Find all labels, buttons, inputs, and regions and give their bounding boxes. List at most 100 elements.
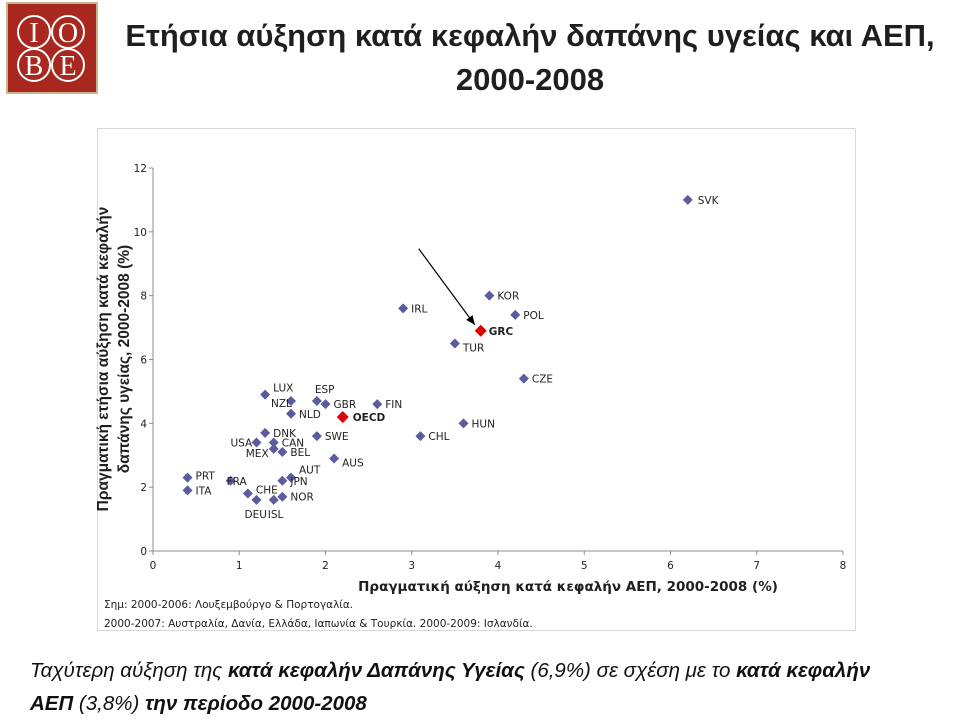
logo-letter: I: [29, 18, 38, 49]
pointer-arrow-head: [466, 315, 475, 325]
point-label-dnk: DNK: [273, 428, 297, 440]
page-title: Ετήσια αύξηση κατά κεφαλήν δαπάνης υγεία…: [125, 18, 935, 97]
caption-part-2: κατά κεφαλήν Δαπάνης Υγείας: [227, 659, 525, 682]
logo: I O B E: [6, 2, 98, 94]
point-cze: [518, 373, 529, 384]
logo-emblem: I O B E: [17, 15, 85, 82]
point-can: [268, 437, 279, 448]
point-label-esp: ESP: [315, 384, 335, 396]
point-label-gbr: GBR: [334, 399, 357, 411]
note-line-2: 2000-2007: Αυστραλία, Δανία, Ελλάδα, Ιαπ…: [104, 618, 533, 630]
highlight-label-grc: GRC: [489, 326, 514, 338]
x-tick-label: 2: [322, 560, 329, 572]
caption-part-6: (3,8%): [73, 692, 145, 715]
point-label-swe: SWE: [325, 431, 349, 443]
point-label-can: CAN: [282, 437, 304, 449]
point-pol: [510, 309, 521, 320]
point-fin: [372, 399, 383, 410]
point-label-fra: FRA: [227, 476, 248, 488]
point-label-mex: MEX: [246, 448, 269, 460]
point-label-svk: SVK: [698, 195, 720, 207]
point-swe: [311, 431, 322, 442]
point-jpn: [277, 475, 288, 486]
point-dnk: [260, 427, 271, 438]
point-label-prt: PRT: [196, 471, 216, 483]
point-bel: [277, 447, 288, 458]
point-deu: [251, 494, 262, 505]
x-tick-label: 0: [150, 560, 157, 572]
point-isl: [268, 494, 279, 505]
x-tick-label: 3: [408, 560, 415, 572]
chart-frame: [97, 128, 856, 631]
point-label-chl: CHL: [428, 431, 449, 443]
point-nor: [277, 491, 288, 502]
point-label-nzl: NZL: [271, 398, 292, 410]
point-label-jpn: JPN: [289, 476, 307, 488]
point-label-fin: FIN: [385, 399, 402, 411]
point-mex: [268, 443, 279, 454]
x-axis-label: Πραγματική αύξηση κατά κεφαλήν ΑΕΠ, 2000…: [358, 579, 778, 595]
y-axis-label: Πραγματική ετήσια αύξηση κατά κεφαλήν δα…: [92, 178, 136, 540]
y-tick-label: 0: [140, 546, 147, 558]
point-label-nld: NLD: [299, 409, 321, 421]
point-irl: [398, 303, 409, 314]
point-svk: [682, 194, 693, 205]
pointer-arrow-line: [418, 248, 476, 326]
point-ita: [182, 485, 193, 496]
y-axis-label-text: Πραγματική ετήσια αύξηση κατά κεφαλήν δα…: [95, 206, 133, 512]
point-label-pol: POL: [523, 310, 544, 322]
chart-notes: Σημ: 2000-2006: Λουξεμβούργο & Πορτογαλί…: [104, 596, 533, 634]
caption-part-4: κατά κεφαλήν: [736, 659, 871, 682]
y-tick-label: 12: [134, 163, 147, 175]
highlight-point-grc: [474, 324, 487, 337]
note-line-1: Σημ: 2000-2006: Λουξεμβούργο & Πορτογαλί…: [104, 599, 354, 611]
point-aut: [286, 472, 296, 483]
caption-part-1: Ταχύτερη αύξηση της: [30, 659, 228, 682]
x-tick-label: 1: [236, 560, 243, 572]
point-label-usa: USA: [231, 437, 254, 449]
point-che: [242, 488, 253, 499]
y-tick-label: 4: [140, 418, 147, 430]
y-tick-label: 10: [134, 227, 147, 239]
point-hun: [458, 418, 469, 429]
point-nld: [286, 408, 296, 419]
point-label-che: CHE: [256, 485, 278, 497]
highlight-point-oecd: [336, 410, 349, 423]
point-label-kor: KOR: [497, 291, 519, 303]
point-gbr: [320, 399, 331, 410]
point-label-cze: CZE: [532, 374, 553, 386]
point-esp: [311, 395, 322, 406]
point-label-lux: LUX: [273, 383, 293, 395]
point-fra: [225, 475, 236, 486]
point-kor: [484, 290, 495, 301]
point-prt: [182, 472, 193, 483]
point-label-bel: BEL: [290, 447, 310, 459]
y-tick-label: 6: [140, 355, 147, 367]
caption-part-7: την περίοδο 2000-2008: [144, 692, 367, 715]
point-label-isl: ISL: [268, 509, 284, 521]
point-label-aus: AUS: [342, 457, 364, 469]
x-tick-label: 6: [667, 560, 674, 572]
highlight-label-oecd: OECD: [353, 412, 386, 424]
y-tick-label: 8: [140, 291, 147, 303]
x-tick-label: 5: [581, 560, 588, 572]
point-nzl: [286, 395, 296, 406]
logo-letter: B: [25, 51, 44, 82]
y-tick-label: 2: [140, 482, 147, 494]
point-label-irl: IRL: [411, 303, 427, 315]
logo-letter: E: [59, 51, 76, 82]
point-lux: [260, 389, 271, 400]
caption: Ταχύτερη αύξηση της κατά κεφαλήν Δαπάνης…: [30, 654, 950, 720]
x-tick-label: 8: [840, 560, 847, 572]
point-tur: [449, 338, 460, 349]
point-label-tur: TUR: [462, 343, 484, 355]
x-tick-label: 4: [495, 560, 502, 572]
point-aus: [329, 453, 340, 464]
point-label-ita: ITA: [196, 485, 213, 497]
point-chl: [415, 431, 426, 442]
point-label-nor: NOR: [290, 492, 313, 504]
point-label-deu: DEU: [245, 509, 267, 521]
logo-letter: O: [58, 18, 78, 49]
point-label-hun: HUN: [472, 418, 495, 430]
